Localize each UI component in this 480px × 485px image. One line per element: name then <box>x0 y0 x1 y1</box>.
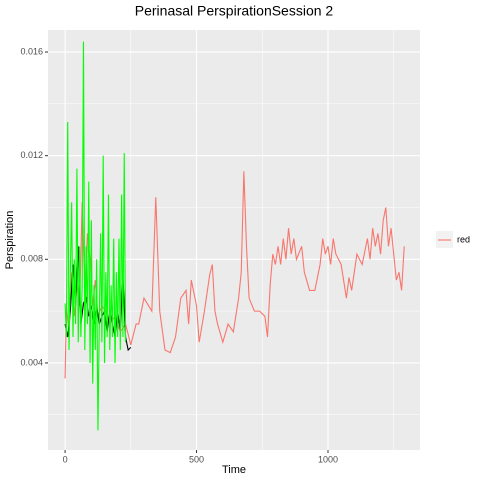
line <box>64 41 127 431</box>
chart-title: Perinasal PerspirationSession 2 <box>135 3 334 19</box>
y-tick-label: 0.004 <box>20 357 43 367</box>
panel <box>48 30 420 450</box>
legend-label: red <box>457 234 470 244</box>
y-tick-label: 0.012 <box>20 150 43 160</box>
y-tick-label: 0.016 <box>20 46 43 56</box>
y-axis-label: Perspiration <box>4 211 16 270</box>
x-tick-label: 0 <box>63 454 68 464</box>
x-tick-label: 1000 <box>318 454 338 464</box>
x-tick-label: 500 <box>189 454 204 464</box>
x-axis-label: Time <box>222 464 246 476</box>
y-tick-label: 0.008 <box>20 254 43 264</box>
